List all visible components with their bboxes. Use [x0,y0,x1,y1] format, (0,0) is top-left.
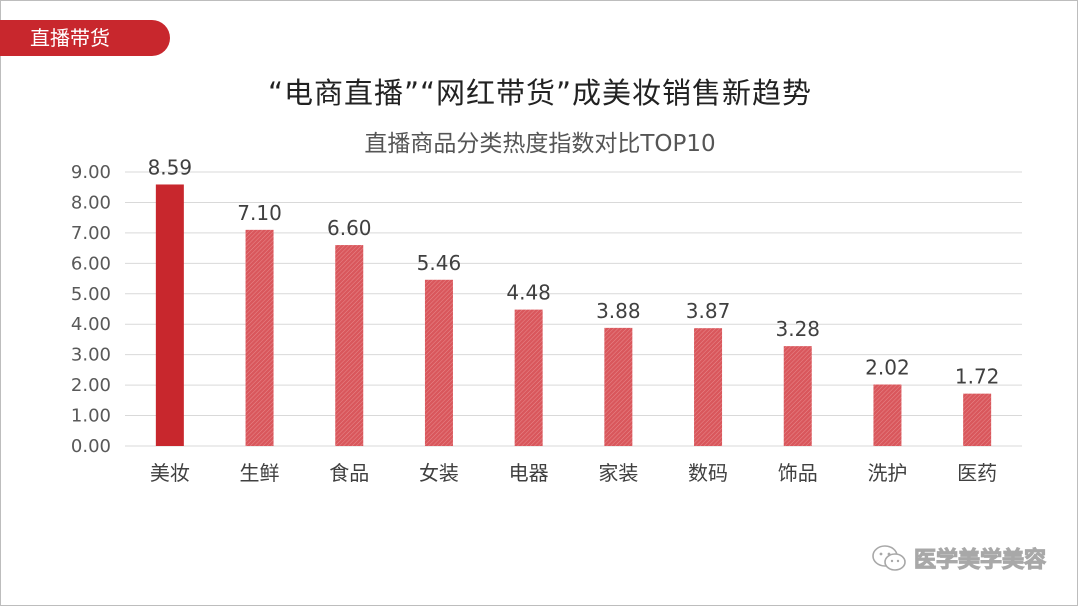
bar [783,346,812,446]
bar [424,279,453,446]
y-tick-label: 7.00 [71,223,111,244]
bar [963,393,992,446]
x-category-label: 家装 [598,461,638,485]
y-tick-label: 8.00 [71,192,111,213]
data-label: 6.60 [327,216,372,240]
wechat-icon [872,545,906,571]
y-tick-label: 1.00 [71,406,111,427]
watermark-text: 医学美学美容 [913,548,1046,574]
data-label: 2.02 [865,356,910,380]
data-label: 3.88 [596,299,641,323]
x-category-label: 饰品 [778,461,818,485]
bar [155,184,184,446]
x-category-label: 生鲜 [240,461,280,485]
x-category-label: 医药 [957,461,997,485]
data-label: 8.59 [148,155,193,179]
chart-title: “电商直播”“网红带货”成美妆销售新趋势 [267,76,813,110]
x-category-label: 洗护 [867,461,907,485]
data-label: 3.87 [686,299,731,323]
bar [245,229,274,446]
x-category-label: 电器 [509,461,549,485]
bar [335,245,364,446]
y-tick-label: 3.00 [71,345,111,366]
x-category-label: 女装 [419,461,459,485]
watermark: 医学美学美容 [870,542,1047,574]
bar [694,328,723,446]
bar [873,384,902,446]
chart-subtitle: 直播商品分类热度指数对比TOP10 [364,131,716,157]
x-category-label: 美妆 [150,461,190,485]
data-label: 5.46 [417,251,462,275]
section-tag-label: 直播带货 [30,26,110,50]
y-tick-label: 9.00 [71,162,111,183]
y-tick-label: 2.00 [71,375,111,396]
x-category-label: 食品 [329,461,369,485]
bar [604,327,633,446]
data-label: 1.72 [955,365,1000,389]
y-tick-label: 5.00 [71,284,111,305]
bar [514,309,543,446]
x-category-label: 数码 [688,461,728,485]
y-tick-label: 4.00 [71,314,111,335]
data-label: 7.10 [237,201,282,225]
data-label: 3.28 [775,317,820,341]
y-tick-label: 6.00 [71,253,111,274]
data-label: 4.48 [506,281,551,305]
y-tick-label: 0.00 [71,436,111,457]
section-tag: 直播带货 [0,20,170,56]
